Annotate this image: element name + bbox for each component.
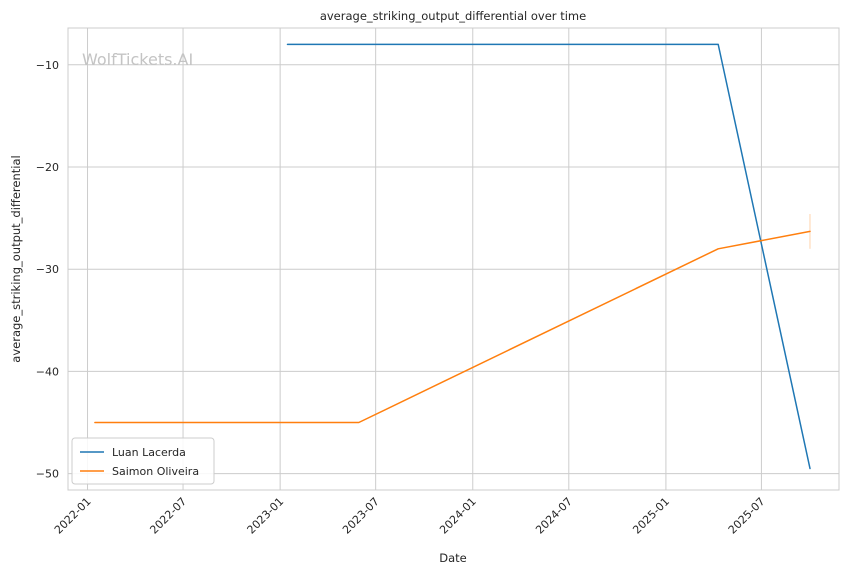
x-tick-label: 2024-07 bbox=[533, 495, 575, 537]
watermark: WolfTickets.AI bbox=[82, 50, 193, 69]
legend-label-luan-lacerda: Luan Lacerda bbox=[112, 446, 186, 459]
y-axis-label: average_striking_output_differential bbox=[9, 155, 23, 362]
series-line-luan-lacerda bbox=[286, 43, 811, 470]
x-tick-label: 2022-07 bbox=[147, 495, 189, 537]
x-tick-label: 2024-01 bbox=[437, 495, 479, 537]
x-tick-label: 2023-01 bbox=[245, 495, 287, 537]
x-tick-label: 2023-07 bbox=[340, 495, 382, 537]
y-tick-label: −30 bbox=[36, 263, 59, 276]
y-tick-label: −10 bbox=[36, 59, 59, 72]
series-line-saimon-oliveira bbox=[94, 230, 811, 424]
series-layer bbox=[94, 43, 811, 470]
y-tick-label: −20 bbox=[36, 161, 59, 174]
plot-area bbox=[67, 27, 840, 491]
legend: Luan Lacerda Saimon Oliveira bbox=[71, 437, 215, 485]
x-tick-label: 2025-07 bbox=[726, 495, 768, 537]
y-tick-labels: −10 −20 −30 −40 −50 bbox=[36, 59, 59, 481]
legend-box bbox=[71, 437, 215, 485]
y-tick-label: −50 bbox=[36, 468, 59, 481]
x-gridlines bbox=[87, 28, 762, 490]
x-tick-label: 2025-01 bbox=[630, 495, 672, 537]
chart-title: average_striking_output_differential ove… bbox=[320, 9, 586, 23]
y-tick-label: −40 bbox=[36, 365, 59, 378]
x-axis-label: Date bbox=[439, 551, 467, 565]
x-tick-labels: 2022-01 2022-07 2023-01 2023-07 2024-01 2024-… bbox=[52, 495, 768, 537]
x-tick-label: 2022-01 bbox=[52, 495, 94, 537]
y-gridlines bbox=[68, 64, 839, 475]
legend-label-saimon-oliveira: Saimon Oliveira bbox=[112, 465, 199, 478]
